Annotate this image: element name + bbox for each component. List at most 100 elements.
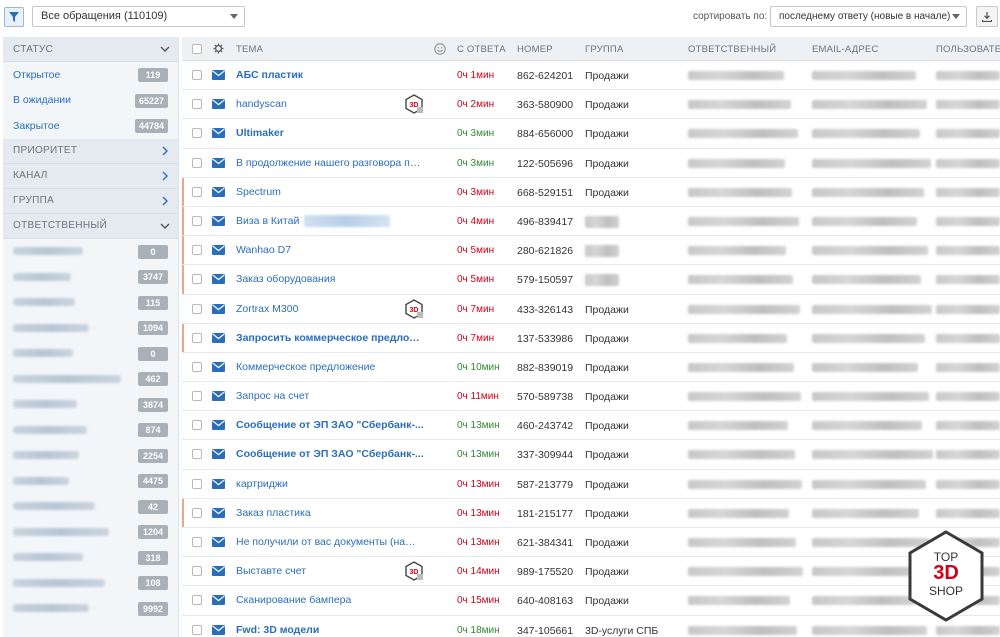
table-row[interactable]: Сообщение от ЭП ЗАО "Сбербанк-... 0ч 13ми…: [182, 411, 1000, 441]
row-checkbox[interactable]: [192, 157, 202, 168]
table-row[interactable]: Сканирование бампера 0ч 15мин 640-408163 Пр…: [182, 586, 1000, 616]
ticket-subject-link[interactable]: Запрос на счет: [236, 390, 310, 403]
row-checkbox[interactable]: [192, 361, 202, 372]
ticket-subject-link[interactable]: handyscan: [236, 98, 287, 111]
table-row[interactable]: Ultimaker 0ч 3мин 884-656000 Продажи: [182, 119, 1000, 149]
assignee-filter-item[interactable]: 3747: [3, 264, 178, 290]
assignee-filter-item[interactable]: 3874: [3, 392, 178, 418]
ticket-subject-link[interactable]: Сообщение от ЭП ЗАО "Сбербанк-...: [236, 448, 424, 461]
ticket-subject-link[interactable]: Коммерческое предложение: [236, 360, 376, 373]
ticket-subject-link[interactable]: Ultimaker: [236, 127, 284, 140]
table-row[interactable]: Коммерческое предложение 0ч 10мин 882-8390…: [182, 352, 1000, 383]
row-checkbox[interactable]: [192, 70, 202, 80]
assignee-filter-item[interactable]: 1094: [3, 315, 178, 341]
ticket-subject-link[interactable]: Не получили от вас документы (наш ...: [236, 536, 424, 548]
gear-icon[interactable]: [213, 43, 224, 54]
ticket-number: 363-580900: [517, 99, 574, 112]
table-row[interactable]: Не получили от вас документы (наш ... 0ч …: [182, 528, 1000, 558]
assignee-filter-item[interactable]: 1204: [3, 519, 178, 545]
column-group[interactable]: ГРУППА: [585, 44, 624, 55]
assignee-filter-item[interactable]: 462: [3, 366, 178, 392]
ticket-subject-link[interactable]: картриджи: [236, 477, 288, 490]
priority-section-header[interactable]: ПРИОРИТЕТ: [3, 138, 178, 164]
row-checkbox[interactable]: [192, 303, 202, 314]
row-checkbox[interactable]: [192, 624, 202, 635]
table-row[interactable]: Сообщение от ЭП ЗАО "Сбербанк-... 0ч 13ми…: [182, 440, 1000, 470]
row-checkbox[interactable]: [192, 595, 202, 606]
assignee-filter-item[interactable]: 42: [3, 494, 178, 520]
ticket-number: 337-309944: [517, 449, 574, 462]
ticket-subject-link[interactable]: Wanhao D7: [236, 244, 292, 257]
assignee-section-header[interactable]: ОТВЕТСТВЕННЫЙ: [3, 213, 178, 239]
row-checkbox[interactable]: [192, 537, 202, 547]
row-checkbox[interactable]: [192, 420, 202, 431]
table-row[interactable]: Запрос на счет 0ч 11мин 570-589738 Продажи: [182, 382, 1000, 412]
email-redacted: [812, 187, 924, 197]
row-checkbox[interactable]: [192, 478, 202, 489]
ticket-subject-link[interactable]: Выставте счет: [236, 565, 307, 578]
ticket-subject-link[interactable]: В продолжение нашего разговора по ...: [236, 156, 424, 169]
assignee-filter-item[interactable]: 4475: [3, 468, 178, 494]
assignee-filter-item[interactable]: 318: [3, 545, 178, 571]
ticket-number: 122-505696: [517, 157, 574, 170]
row-checkbox[interactable]: [192, 566, 202, 577]
assignee-filter-item[interactable]: 108: [3, 570, 178, 596]
ticket-subject-link[interactable]: Fwd: 3D модели: [236, 623, 320, 636]
ticket-subject-link[interactable]: Zortrax M300: [236, 302, 299, 315]
row-checkbox[interactable]: [192, 391, 202, 402]
row-checkbox[interactable]: [192, 245, 202, 256]
table-row[interactable]: Выставте счет 3D 0ч 14мин 989-175520 Продажи: [182, 557, 1000, 587]
table-row[interactable]: Заказ пластика 0ч 13мин 181-215177 Продажи: [182, 498, 1000, 528]
ticket-subject-link[interactable]: Запросить коммерческое предлож...: [236, 331, 424, 344]
assignee-filter-item[interactable]: 874: [3, 417, 178, 443]
status-filter-item[interactable]: В ожидании 65227: [3, 88, 178, 114]
select-all-checkbox[interactable]: [192, 44, 202, 54]
row-checkbox[interactable]: [192, 507, 202, 518]
row-checkbox[interactable]: [192, 99, 202, 110]
column-number[interactable]: НОМЕР: [517, 44, 553, 55]
ticket-subject-link[interactable]: Заказ оборудования: [236, 273, 336, 286]
column-assignee[interactable]: ОТВЕТСТВЕННЫЙ: [688, 44, 777, 55]
status-filter-item[interactable]: Открытое 119: [3, 62, 178, 88]
table-row[interactable]: В продолжение нашего разговора по ... 0ч …: [182, 148, 1000, 178]
ticket-subject-link[interactable]: Сканирование бампера: [236, 594, 352, 607]
column-since-reply[interactable]: С ОТВЕТА: [457, 44, 506, 55]
table-row[interactable]: Fwd: 3D модели 0ч 18мин 347-105661 3D-услуг…: [182, 615, 1000, 637]
row-checkbox[interactable]: [192, 128, 202, 139]
assignee-filter-item[interactable]: 115: [3, 290, 178, 316]
assignee-filter-item[interactable]: 0: [3, 341, 178, 367]
ticket-subject-link[interactable]: Сообщение от ЭП ЗАО "Сбербанк-...: [236, 419, 424, 432]
row-checkbox[interactable]: [192, 449, 202, 460]
column-email[interactable]: EMAIL-АДРЕС: [812, 44, 879, 55]
table-row[interactable]: Wanhao D7 0ч 5мин 280-621826: [182, 236, 1000, 266]
assignee-filter-item[interactable]: 9992: [3, 596, 178, 622]
ticket-subject-link[interactable]: Spectrum: [236, 185, 281, 198]
table-row[interactable]: Заказ оборудования 0ч 5мин 579-150597: [182, 265, 1000, 295]
column-subject[interactable]: ТЕМА: [236, 44, 264, 55]
table-row[interactable]: картриджи 0ч 13мин 587-213779 Продажи: [182, 469, 1000, 499]
assignee-filter-item[interactable]: 0: [3, 239, 178, 265]
ticket-subject-link[interactable]: Заказ пластика: [236, 506, 311, 519]
assignee-filter-item[interactable]: 2254: [3, 443, 178, 469]
group-section-header[interactable]: ГРУППА: [3, 188, 178, 214]
row-checkbox[interactable]: [192, 215, 202, 226]
filter-toggle-button[interactable]: [4, 7, 24, 27]
table-row[interactable]: Zortrax M300 3D 0ч 7мин 433-326143 Продажи: [182, 294, 1000, 324]
table-row[interactable]: Spectrum 0ч 3мин 668-529151 Продажи: [182, 177, 1000, 207]
table-row[interactable]: handyscan 3D 0ч 2мин 363-580900 Продажи: [182, 90, 1000, 120]
row-checkbox[interactable]: [192, 332, 202, 343]
status-section-header[interactable]: СТАТУС: [3, 37, 178, 62]
table-row[interactable]: Запросить коммерческое предлож... 0ч 7мин…: [182, 323, 1000, 353]
column-user[interactable]: ПОЛЬЗОВАТЕ: [936, 44, 1000, 55]
table-row[interactable]: Виза в Китай 0ч 4мин 496-839417: [182, 206, 1000, 237]
row-checkbox[interactable]: [192, 186, 202, 197]
status-filter-item[interactable]: Закрытое 44784: [3, 113, 178, 139]
row-checkbox[interactable]: [192, 274, 202, 285]
export-button[interactable]: [976, 6, 998, 27]
smiley-icon[interactable]: [434, 43, 446, 55]
ticket-subject-link[interactable]: АБС пластик: [236, 69, 304, 81]
table-row[interactable]: АБС пластик 0ч 1мин 862-624201 Продажи: [182, 61, 1000, 91]
channel-section-header[interactable]: КАНАЛ: [3, 163, 178, 189]
view-select[interactable]: Все обращения (110109): [32, 6, 245, 27]
sort-select[interactable]: последнему ответу (новые в начале): [770, 6, 967, 27]
